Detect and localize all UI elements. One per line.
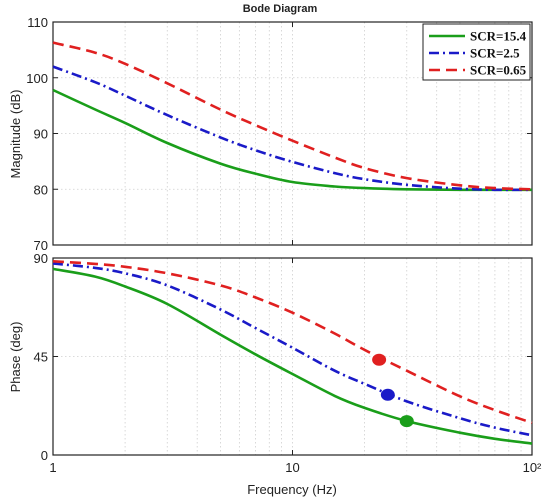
y-tick-label: 70 xyxy=(34,238,48,253)
magnitude-series-scr-0-65 xyxy=(52,41,533,191)
phase-panel: 0 45 90 1 10 10² xyxy=(34,251,543,475)
y-tick-label: 80 xyxy=(34,182,48,197)
marker-scr-2-5 xyxy=(380,388,395,401)
phase-series-scr-2-5 xyxy=(52,262,533,437)
y-tick-label: 0 xyxy=(41,448,48,463)
phase-series-scr-15-4 xyxy=(52,267,533,445)
legend-box xyxy=(422,23,531,81)
y-tick-label: 45 xyxy=(34,350,48,365)
y-tick-label: 100 xyxy=(26,71,48,86)
legend-label-scr-0-65: SCR=0.65 xyxy=(470,63,527,78)
y-tick-label: 110 xyxy=(27,15,48,30)
legend: SCR=15.4 SCR=2.5 SCR=0.65 xyxy=(422,23,531,81)
x-axis-label: Frequency (Hz) xyxy=(247,482,337,497)
phase-series-scr-0-65 xyxy=(52,260,533,425)
phase-axis-label: Phase (deg) xyxy=(8,322,23,393)
x-tick-label: 1 xyxy=(49,460,56,475)
magnitude-axis-label: Magnitude (dB) xyxy=(8,90,23,179)
legend-label-scr-2-5: SCR=2.5 xyxy=(470,46,520,61)
y-tick-label: 90 xyxy=(34,251,48,266)
x-tick-label: 10² xyxy=(523,460,542,475)
magnitude-series-scr-2-5 xyxy=(52,65,533,192)
chart-title: Bode Diagram xyxy=(243,3,318,15)
x-tick-label: 10 xyxy=(285,460,299,475)
marker-scr-0-65 xyxy=(372,353,387,366)
legend-label-scr-15-4: SCR=15.4 xyxy=(470,29,527,44)
y-tick-label: 90 xyxy=(34,127,48,142)
marker-scr-15-4 xyxy=(399,415,414,428)
